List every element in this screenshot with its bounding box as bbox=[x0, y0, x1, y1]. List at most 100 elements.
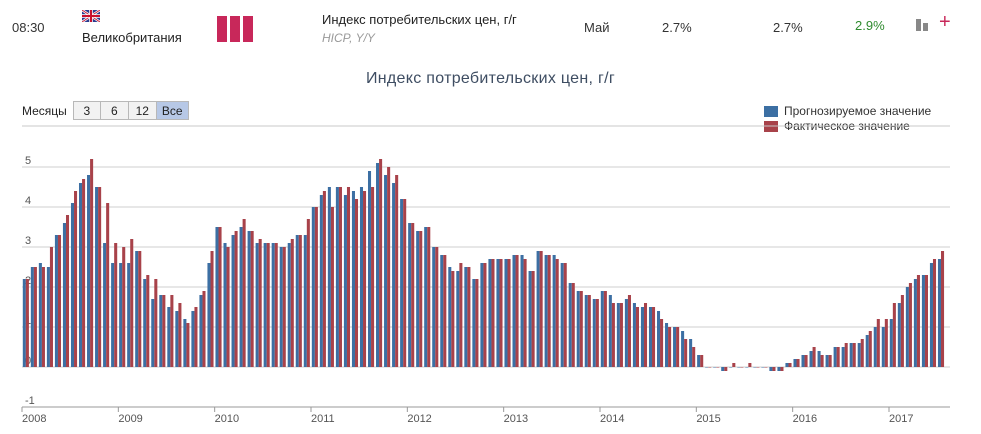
bar-actual[interactable] bbox=[900, 295, 904, 367]
bar-forecast[interactable] bbox=[665, 323, 669, 367]
bar-actual[interactable] bbox=[138, 251, 142, 367]
bar-actual[interactable] bbox=[122, 247, 126, 367]
bar-forecast[interactable] bbox=[255, 243, 259, 367]
bar-forecast[interactable] bbox=[151, 299, 155, 367]
bar-forecast[interactable] bbox=[713, 367, 717, 368]
bar-actual[interactable] bbox=[587, 295, 591, 367]
bar-forecast[interactable] bbox=[913, 279, 917, 367]
bar-forecast[interactable] bbox=[681, 331, 685, 367]
bar-forecast[interactable] bbox=[311, 207, 315, 367]
bar-forecast[interactable] bbox=[38, 263, 42, 367]
range-button-6[interactable]: 6 bbox=[100, 101, 129, 120]
bar-forecast[interactable] bbox=[536, 251, 540, 367]
bar-actual[interactable] bbox=[708, 367, 712, 368]
bar-forecast[interactable] bbox=[215, 227, 219, 367]
bar-actual[interactable] bbox=[25, 279, 29, 367]
bar-actual[interactable] bbox=[427, 227, 431, 367]
bar-actual[interactable] bbox=[266, 243, 270, 367]
bar-forecast[interactable] bbox=[295, 235, 299, 367]
bar-forecast[interactable] bbox=[95, 187, 99, 367]
bar-actual[interactable] bbox=[194, 307, 198, 367]
bar-forecast[interactable] bbox=[400, 199, 404, 367]
bar-actual[interactable] bbox=[852, 343, 856, 367]
bar-actual[interactable] bbox=[322, 191, 326, 367]
bar-actual[interactable] bbox=[868, 331, 872, 367]
bar-forecast[interactable] bbox=[343, 195, 347, 367]
bar-actual[interactable] bbox=[314, 207, 318, 367]
bar-forecast[interactable] bbox=[103, 243, 107, 367]
bar-actual[interactable] bbox=[282, 247, 286, 367]
bar-actual[interactable] bbox=[860, 339, 864, 367]
bar-actual[interactable] bbox=[258, 239, 262, 367]
bar-actual[interactable] bbox=[467, 267, 471, 367]
bar-actual[interactable] bbox=[483, 263, 487, 367]
bar-actual[interactable] bbox=[57, 235, 62, 367]
bar-actual[interactable] bbox=[908, 283, 912, 367]
bar-actual[interactable] bbox=[796, 359, 800, 367]
bar-forecast[interactable] bbox=[825, 355, 829, 367]
bar-forecast[interactable] bbox=[30, 267, 34, 367]
bar-forecast[interactable] bbox=[785, 363, 789, 367]
bar-actual[interactable] bbox=[451, 271, 455, 367]
bar-actual[interactable] bbox=[419, 231, 423, 367]
bar-actual[interactable] bbox=[371, 187, 375, 367]
bar-forecast[interactable] bbox=[127, 263, 131, 367]
bar-forecast[interactable] bbox=[560, 263, 564, 367]
bar-forecast[interactable] bbox=[865, 335, 869, 367]
bar-actual[interactable] bbox=[475, 279, 479, 367]
event-title[interactable]: Индекс потребительских цен, г/г bbox=[322, 12, 517, 27]
bar-actual[interactable] bbox=[836, 347, 840, 367]
legend-item-forecast[interactable]: Прогнозируемое значение bbox=[764, 104, 931, 119]
bar-actual[interactable] bbox=[603, 291, 607, 367]
bar-forecast[interactable] bbox=[287, 243, 291, 367]
bar-forecast[interactable] bbox=[873, 327, 877, 367]
bar-forecast[interactable] bbox=[327, 187, 331, 367]
bar-actual[interactable] bbox=[932, 259, 937, 367]
bar-actual[interactable] bbox=[202, 291, 206, 367]
range-button-12[interactable]: 12 bbox=[128, 101, 157, 120]
bar-forecast[interactable] bbox=[143, 279, 147, 367]
bar-actual[interactable] bbox=[668, 327, 672, 367]
bar-forecast[interactable] bbox=[440, 255, 444, 367]
bar-forecast[interactable] bbox=[480, 263, 484, 367]
bar-actual[interactable] bbox=[130, 239, 134, 367]
bar-actual[interactable] bbox=[346, 187, 351, 367]
bar-forecast[interactable] bbox=[721, 367, 725, 371]
bar-forecast[interactable] bbox=[753, 367, 757, 368]
bar-forecast[interactable] bbox=[416, 231, 420, 367]
bar-forecast[interactable] bbox=[359, 187, 364, 367]
bar-forecast[interactable] bbox=[319, 195, 323, 367]
bar-actual[interactable] bbox=[579, 291, 583, 367]
range-button-3[interactable]: 3 bbox=[72, 101, 101, 120]
bar-actual[interactable] bbox=[154, 279, 158, 367]
bar-actual[interactable] bbox=[515, 255, 519, 367]
bar-forecast[interactable] bbox=[78, 183, 83, 367]
bar-actual[interactable] bbox=[539, 251, 543, 367]
bar-forecast[interactable] bbox=[335, 187, 339, 367]
bar-forecast[interactable] bbox=[833, 347, 837, 367]
bar-actual[interactable] bbox=[924, 275, 929, 367]
bar-actual[interactable] bbox=[619, 303, 623, 367]
bar-forecast[interactable] bbox=[175, 311, 179, 367]
bar-actual[interactable] bbox=[234, 231, 238, 367]
bar-actual[interactable] bbox=[106, 203, 110, 367]
add-plus-icon[interactable]: + bbox=[939, 11, 951, 33]
bar-forecast[interactable] bbox=[520, 255, 524, 367]
bar-forecast[interactable] bbox=[689, 339, 693, 367]
bar-forecast[interactable] bbox=[135, 251, 139, 367]
bar-actual[interactable] bbox=[33, 267, 37, 367]
bar-forecast[interactable] bbox=[167, 307, 171, 367]
bar-actual[interactable] bbox=[186, 323, 190, 367]
bar-forecast[interactable] bbox=[199, 295, 203, 367]
bar-actual[interactable] bbox=[523, 259, 527, 367]
calendar-event-row[interactable]: 08:30 Великобритания Индекс потребительс… bbox=[0, 0, 981, 52]
bar-forecast[interactable] bbox=[769, 367, 773, 371]
bar-actual[interactable] bbox=[660, 319, 664, 367]
bar-forecast[interactable] bbox=[456, 271, 460, 367]
bar-actual[interactable] bbox=[547, 255, 551, 367]
bar-forecast[interactable] bbox=[552, 255, 556, 367]
bar-forecast[interactable] bbox=[697, 355, 701, 367]
bar-forecast[interactable] bbox=[223, 243, 227, 367]
bar-forecast[interactable] bbox=[817, 351, 821, 367]
bar-actual[interactable] bbox=[226, 247, 230, 367]
